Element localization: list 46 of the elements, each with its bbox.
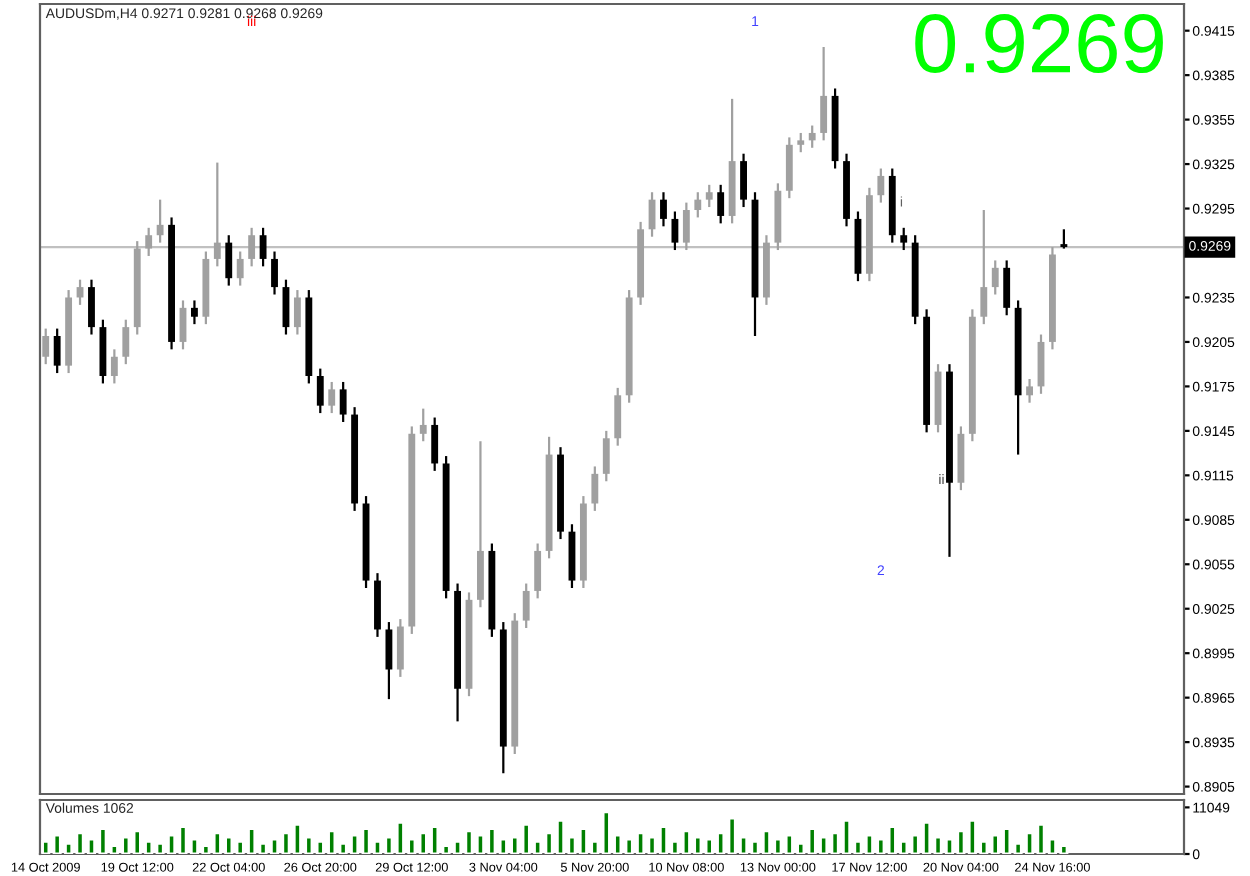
candlestick [602, 429, 610, 483]
candlestick [385, 620, 393, 701]
candlestick [110, 348, 118, 385]
annotation: 0.9269 [915, 14, 1163, 74]
candlestick [122, 318, 130, 366]
candlestick [808, 124, 816, 149]
candlestick [785, 136, 793, 200]
candlestick [820, 45, 828, 142]
candlestick [705, 183, 713, 209]
candlestick [419, 407, 427, 443]
candlestick [248, 226, 256, 268]
candlestick [225, 234, 233, 287]
candlestick [328, 380, 336, 415]
candlestick [236, 250, 244, 287]
candlestick [316, 367, 324, 415]
candlestick [259, 226, 267, 268]
candlestick [191, 299, 198, 326]
candlestick [156, 198, 164, 244]
candlestick [431, 416, 439, 472]
candlestick [1026, 377, 1033, 404]
candlestick [614, 386, 622, 447]
candlestick [271, 250, 278, 296]
candlestick [145, 226, 153, 258]
candlestick [682, 201, 690, 252]
candlestick [534, 542, 542, 600]
candlestick [1003, 259, 1011, 317]
candlestick [42, 327, 50, 366]
candlestick [1060, 228, 1068, 250]
candlestick [877, 167, 885, 204]
candlestick [293, 288, 301, 336]
candlestick [991, 259, 999, 296]
candlestick [53, 327, 61, 375]
candlestick [339, 380, 347, 424]
candlestick [671, 210, 679, 252]
candlestick [396, 617, 404, 679]
candlestick [980, 208, 988, 326]
candlestick [900, 226, 908, 252]
candlestick [740, 152, 747, 209]
candlestick [717, 183, 725, 225]
candlestick [88, 278, 95, 336]
candlestick [591, 465, 599, 513]
candlestick [797, 131, 805, 154]
candlestick [522, 582, 530, 630]
candlestick [213, 161, 221, 268]
candlestick [694, 191, 702, 219]
candlestick [660, 191, 667, 228]
